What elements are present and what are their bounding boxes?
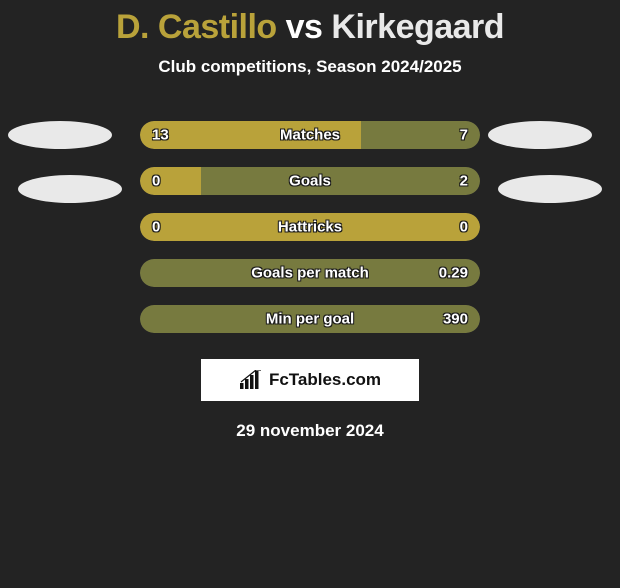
title-vs: vs <box>286 8 323 46</box>
stat-label: Hattricks <box>278 219 342 236</box>
stat-value-right: 2 <box>460 173 468 190</box>
player-photo-placeholder <box>18 175 122 203</box>
stat-value-left: 0 <box>152 173 160 190</box>
bar-chart-icon <box>239 370 263 390</box>
stat-value-right: 7 <box>460 127 468 144</box>
stat-row: 390 Min per goal <box>140 305 480 333</box>
player-photo-placeholder <box>498 175 602 203</box>
stat-value-left: 13 <box>152 127 169 144</box>
date-text: 29 november 2024 <box>0 421 620 441</box>
comparison-title: D. Castillo vs Kirkegaard <box>0 8 620 47</box>
player-photo-placeholder <box>8 121 112 149</box>
player2-name: Kirkegaard <box>331 8 504 46</box>
stat-value-right: 390 <box>443 311 468 328</box>
stat-row: 13 7 Matches <box>140 121 480 149</box>
stat-row: 0 2 Goals <box>140 167 480 195</box>
stat-label: Goals <box>289 173 331 190</box>
stat-label: Matches <box>280 127 340 144</box>
stat-row: 0 0 Hattricks <box>140 213 480 241</box>
comparison-chart: 13 7 Matches 0 2 Goals 0 0 Hattricks 0.29 Goals pe… <box>0 107 620 337</box>
stat-bar-left <box>140 167 201 195</box>
stat-bar-right <box>201 167 480 195</box>
player-photo-placeholder <box>488 121 592 149</box>
player1-name: D. Castillo <box>116 8 277 46</box>
stat-label: Goals per match <box>251 265 369 282</box>
stat-row: 0.29 Goals per match <box>140 259 480 287</box>
stat-value-right: 0.29 <box>439 265 468 282</box>
fctables-logo: FcTables.com <box>201 359 419 401</box>
stat-value-right: 0 <box>460 219 468 236</box>
stat-value-left: 0 <box>152 219 160 236</box>
subtitle: Club competitions, Season 2024/2025 <box>0 57 620 77</box>
logo-text: FcTables.com <box>269 370 381 390</box>
stat-label: Min per goal <box>266 311 354 328</box>
